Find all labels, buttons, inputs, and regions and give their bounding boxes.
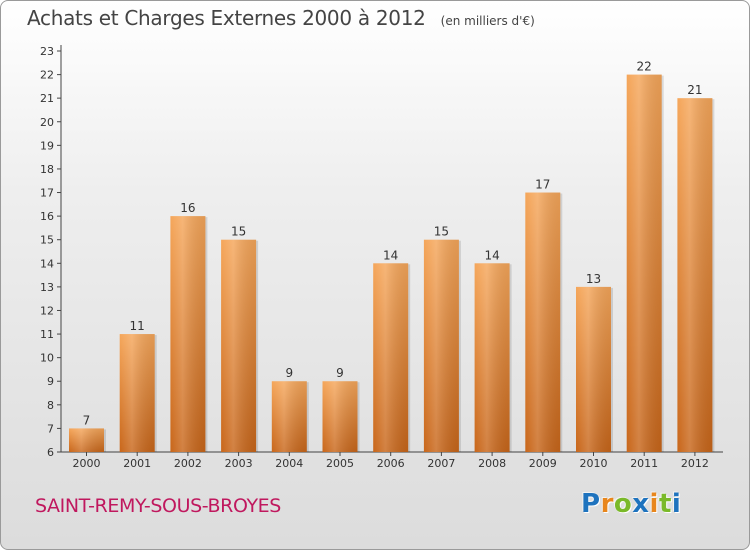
chart-title-text: Achats et Charges Externes 2000 à 2012	[27, 6, 426, 30]
y-tick-label: 13	[40, 281, 54, 294]
bar-sheen	[69, 428, 104, 452]
bar-sheen	[576, 286, 611, 452]
y-tick-label: 9	[47, 375, 54, 388]
bar-sheen	[373, 263, 409, 452]
y-tick-label: 20	[40, 116, 54, 129]
data-label-2010: 13	[586, 272, 601, 286]
bar-sheen	[170, 216, 206, 452]
x-tick-label-2001: 2001	[123, 457, 151, 470]
x-tick-label-2003: 2003	[225, 457, 253, 470]
data-label-2003: 15	[231, 225, 246, 239]
x-tick-label-2004: 2004	[275, 457, 303, 470]
y-tick-label: 8	[47, 399, 54, 412]
x-tick-label-2010: 2010	[580, 457, 608, 470]
y-tick-label: 6	[47, 446, 54, 459]
y-tick-label: 22	[40, 69, 54, 82]
bar-sheen	[119, 334, 155, 452]
y-tick-label: 14	[40, 257, 54, 270]
y-tick-label: 11	[40, 328, 54, 341]
logo-letter: i	[671, 489, 682, 519]
data-label-2000: 7	[83, 413, 91, 427]
logo-letter: P	[581, 489, 601, 519]
logo-letter: x	[632, 489, 650, 519]
logo-letter: i	[649, 489, 659, 519]
data-label-2012: 21	[687, 83, 702, 97]
commune-name: SAINT-REMY-SOUS-BROYES	[35, 495, 281, 517]
bar-sheen	[474, 263, 510, 452]
y-tick-label: 18	[40, 163, 54, 176]
data-label-2006: 14	[383, 248, 398, 262]
y-tick-label: 16	[40, 210, 54, 223]
y-tick-label: 23	[40, 45, 54, 58]
bar-sheen	[271, 381, 307, 452]
bar-sheen	[322, 381, 358, 452]
bar-sheen	[525, 192, 561, 452]
y-tick-label: 15	[40, 234, 54, 247]
bar-sheen	[626, 74, 662, 453]
x-tick-label-2000: 2000	[73, 457, 101, 470]
y-tick-label: 12	[40, 304, 54, 317]
data-label-2009: 17	[535, 178, 550, 192]
y-tick-label: 19	[40, 139, 54, 152]
y-tick-label: 10	[40, 352, 54, 365]
data-label-2007: 15	[434, 225, 449, 239]
x-tick-label-2007: 2007	[427, 457, 455, 470]
data-label-2008: 14	[484, 248, 499, 262]
x-tick-label-2009: 2009	[529, 457, 557, 470]
logo-letter: t	[658, 489, 672, 519]
y-tick-label: 7	[47, 422, 54, 435]
bar-sheen	[221, 239, 257, 452]
x-tick-label-2002: 2002	[174, 457, 202, 470]
data-label-2011: 22	[637, 60, 652, 74]
x-tick-label-2006: 2006	[377, 457, 405, 470]
proxiti-logo: Proxiti	[581, 489, 681, 519]
data-label-2001: 11	[130, 319, 145, 333]
bar-sheen	[423, 239, 459, 452]
chart-unit-label: (en milliers d'€)	[440, 14, 535, 28]
y-tick-label: 17	[40, 187, 54, 200]
data-label-2005: 9	[336, 366, 344, 380]
chart-title: Achats et Charges Externes 2000 à 2012 (…	[27, 6, 535, 30]
x-tick-label-2012: 2012	[681, 457, 709, 470]
x-tick-label-2011: 2011	[630, 457, 658, 470]
y-tick-label: 21	[40, 92, 54, 105]
data-label-2004: 9	[285, 366, 293, 380]
bar-sheen	[677, 98, 713, 453]
data-label-2002: 16	[180, 201, 195, 215]
logo-letter: o	[613, 489, 633, 519]
x-tick-label-2005: 2005	[326, 457, 354, 470]
x-tick-label-2008: 2008	[478, 457, 506, 470]
logo-letter: r	[600, 489, 614, 519]
